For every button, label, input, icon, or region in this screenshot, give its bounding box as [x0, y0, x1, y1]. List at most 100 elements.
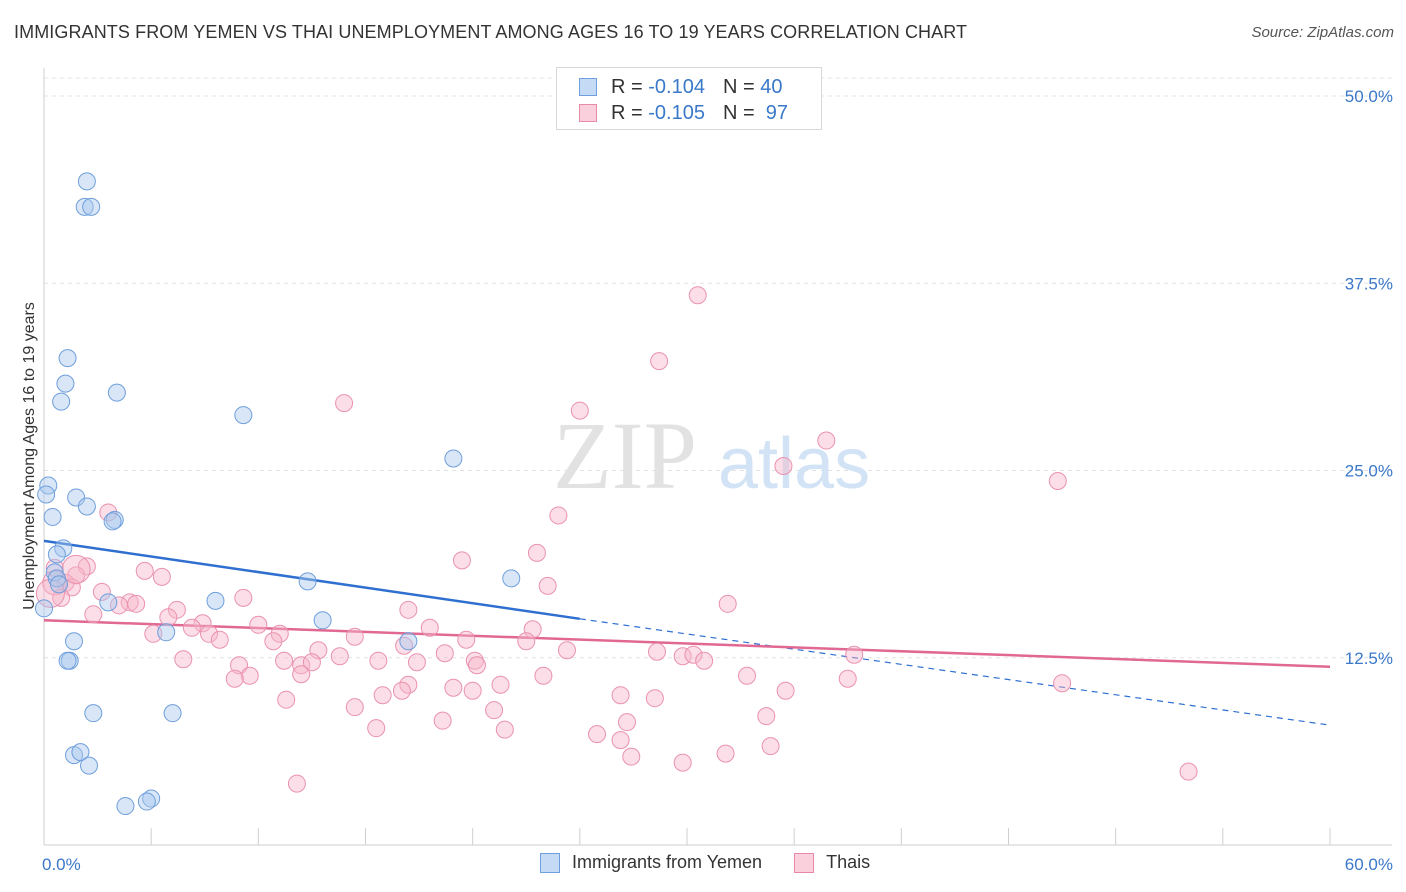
- point-thais: [287, 774, 306, 793]
- legend-row-thais: R = -0.105 N = 97: [579, 101, 788, 125]
- legend-r-label: R =: [611, 75, 643, 98]
- point-yemen: [313, 611, 332, 630]
- series-legend: Immigrants from Yemen Thais: [540, 852, 902, 873]
- legend-label-yemen: Immigrants from Yemen: [572, 852, 763, 872]
- point-thais: [392, 681, 411, 700]
- watermark-zip: ZIP: [553, 402, 697, 509]
- point-thais: [757, 707, 776, 726]
- point-thais: [302, 653, 321, 672]
- legend-item-thais[interactable]: Thais: [794, 852, 870, 873]
- point-yemen: [84, 704, 103, 723]
- point-thais: [527, 543, 546, 562]
- point-yemen: [502, 569, 521, 588]
- point-thais: [433, 711, 452, 730]
- point-thais: [335, 394, 354, 413]
- point-thais: [399, 600, 418, 619]
- point-thais: [99, 503, 118, 522]
- point-thais: [838, 669, 857, 688]
- legend-swatch-yemen: [579, 78, 597, 96]
- point-thais: [264, 632, 283, 651]
- point-yemen: [234, 406, 253, 425]
- point-thais: [587, 725, 606, 744]
- point-thais: [210, 630, 229, 649]
- x-tick-label: 60.0%: [1345, 855, 1393, 874]
- point-thais: [817, 431, 836, 450]
- legend-n-value-thais: 97: [765, 101, 789, 124]
- point-yemen: [56, 374, 75, 393]
- point-thais: [647, 642, 666, 661]
- point-thais: [557, 641, 576, 660]
- point-yemen: [444, 449, 463, 468]
- point-thais: [369, 651, 388, 670]
- point-thais: [435, 644, 454, 663]
- watermark-atlas: atlas: [718, 424, 870, 504]
- point-thais: [467, 656, 486, 675]
- point-thais: [534, 666, 553, 685]
- point-yemen: [52, 392, 71, 411]
- legend-label-thais: Thais: [826, 852, 871, 872]
- point-thais: [617, 713, 636, 732]
- point-thais: [270, 624, 289, 643]
- point-thais: [345, 698, 364, 717]
- point-thais: [182, 618, 201, 637]
- point-thais: [1053, 674, 1072, 693]
- point-thais: [622, 747, 641, 766]
- point-thais: [345, 627, 364, 646]
- point-yemen: [399, 632, 418, 651]
- correlation-legend: R = -0.104 N = 40 R = -0.105 N = 97: [556, 67, 822, 130]
- point-yemen: [58, 651, 77, 670]
- point-thais: [611, 686, 630, 705]
- point-thais: [240, 666, 259, 685]
- point-thais: [135, 561, 154, 580]
- trend-line-yemen-extrapolated: [579, 618, 1331, 726]
- legend-r-label: R =: [611, 101, 643, 124]
- tick-labels: 12.5% 25.0% 37.5% 50.0% 0.0% 60.0%: [42, 87, 1393, 874]
- point-thais: [774, 457, 793, 476]
- point-thais: [52, 588, 71, 607]
- point-thais: [225, 669, 244, 688]
- point-thais: [738, 666, 757, 685]
- point-thais: [152, 567, 171, 586]
- point-thais: [538, 576, 557, 595]
- point-thais: [292, 665, 311, 684]
- legend-row-yemen: R = -0.104 N = 40: [579, 75, 782, 99]
- point-yemen: [37, 485, 56, 504]
- point-thais: [611, 731, 630, 750]
- y-tick-label: 37.5%: [1345, 274, 1393, 293]
- y-tick-label: 25.0%: [1345, 462, 1393, 481]
- point-yemen: [80, 756, 99, 775]
- point-thais: [120, 593, 139, 612]
- point-yemen: [43, 507, 62, 526]
- point-thais: [444, 678, 463, 697]
- source-label: Source: ZipAtlas.com: [1251, 24, 1394, 41]
- point-yemen: [77, 497, 96, 516]
- point-thais: [407, 653, 426, 672]
- point-thais: [452, 551, 471, 570]
- point-thais: [275, 651, 294, 670]
- point-yemen: [298, 572, 317, 591]
- legend-item-yemen[interactable]: Immigrants from Yemen: [540, 852, 762, 873]
- point-yemen: [82, 197, 101, 216]
- point-yemen: [116, 797, 135, 816]
- point-thais: [650, 352, 669, 371]
- point-thais: [688, 286, 707, 305]
- point-thais: [495, 720, 514, 739]
- point-thais: [463, 681, 482, 700]
- point-yemen: [157, 623, 176, 642]
- point-thais: [367, 719, 386, 738]
- point-thais: [684, 645, 703, 664]
- point-thais: [549, 506, 568, 525]
- legend-n-label: N =: [722, 75, 755, 98]
- point-thais: [330, 647, 349, 666]
- point-thais: [761, 737, 780, 756]
- point-thais: [127, 594, 146, 613]
- point-yemen: [206, 591, 225, 610]
- point-yemen: [163, 704, 182, 723]
- point-thais: [845, 645, 864, 664]
- point-yemen: [47, 545, 66, 564]
- point-yemen: [39, 476, 58, 495]
- point-thais: [249, 615, 268, 634]
- point-thais: [277, 690, 296, 709]
- legend-swatch-thais: [579, 104, 597, 122]
